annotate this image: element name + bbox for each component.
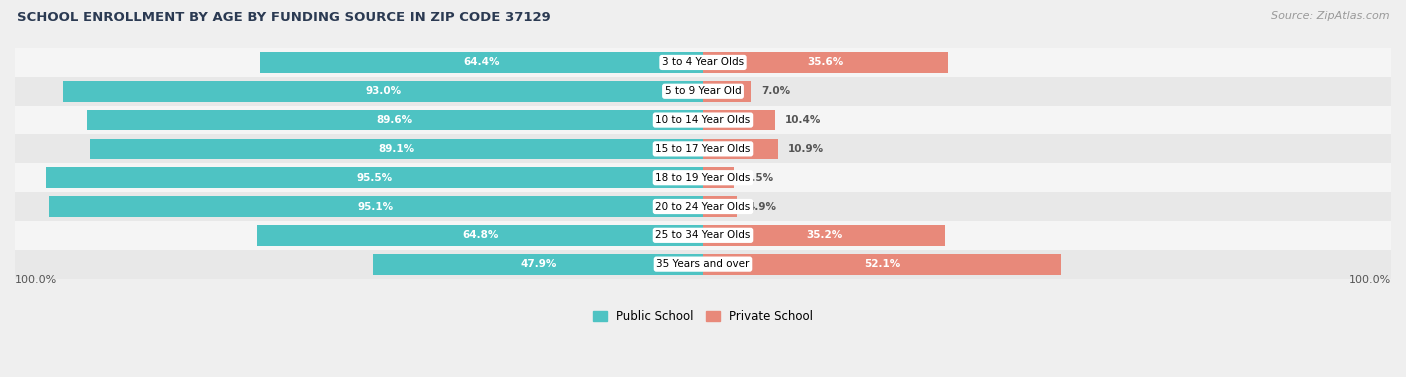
Text: 20 to 24 Year Olds: 20 to 24 Year Olds <box>655 202 751 211</box>
Text: 10 to 14 Year Olds: 10 to 14 Year Olds <box>655 115 751 125</box>
Text: 15 to 17 Year Olds: 15 to 17 Year Olds <box>655 144 751 154</box>
Text: 10.4%: 10.4% <box>785 115 821 125</box>
Text: Source: ZipAtlas.com: Source: ZipAtlas.com <box>1271 11 1389 21</box>
Bar <box>15 163 1391 192</box>
Bar <box>46 167 703 188</box>
Bar <box>15 48 1391 77</box>
Text: 25 to 34 Year Olds: 25 to 34 Year Olds <box>655 230 751 240</box>
Text: SCHOOL ENROLLMENT BY AGE BY FUNDING SOURCE IN ZIP CODE 37129: SCHOOL ENROLLMENT BY AGE BY FUNDING SOUR… <box>17 11 551 24</box>
Bar <box>257 225 703 246</box>
Text: 35.2%: 35.2% <box>806 230 842 240</box>
Text: 5 to 9 Year Old: 5 to 9 Year Old <box>665 86 741 96</box>
Bar <box>15 221 1391 250</box>
Text: 47.9%: 47.9% <box>520 259 557 269</box>
Text: 3 to 4 Year Olds: 3 to 4 Year Olds <box>662 57 744 67</box>
Bar <box>15 250 1391 279</box>
Bar <box>703 138 778 159</box>
Text: 89.6%: 89.6% <box>377 115 413 125</box>
Bar <box>703 81 751 102</box>
Text: 10.9%: 10.9% <box>789 144 824 154</box>
Text: 95.1%: 95.1% <box>357 202 394 211</box>
Bar <box>703 167 734 188</box>
Text: 4.9%: 4.9% <box>747 202 776 211</box>
Bar <box>703 110 775 130</box>
Text: 7.0%: 7.0% <box>762 86 790 96</box>
Bar <box>90 138 703 159</box>
Bar <box>703 225 945 246</box>
Text: 52.1%: 52.1% <box>865 259 900 269</box>
Text: 100.0%: 100.0% <box>15 275 58 285</box>
Text: 64.8%: 64.8% <box>463 230 498 240</box>
Text: 35.6%: 35.6% <box>807 57 844 67</box>
Bar <box>703 52 948 73</box>
Text: 93.0%: 93.0% <box>366 86 401 96</box>
Bar <box>703 254 1062 274</box>
Bar <box>703 196 737 217</box>
Bar <box>15 106 1391 135</box>
Legend: Public School, Private School: Public School, Private School <box>588 305 818 328</box>
Text: 18 to 19 Year Olds: 18 to 19 Year Olds <box>655 173 751 183</box>
Bar <box>260 52 703 73</box>
Bar <box>49 196 703 217</box>
Text: 95.5%: 95.5% <box>356 173 392 183</box>
Text: 4.5%: 4.5% <box>744 173 773 183</box>
Text: 89.1%: 89.1% <box>378 144 415 154</box>
Text: 64.4%: 64.4% <box>463 57 499 67</box>
Text: 100.0%: 100.0% <box>1348 275 1391 285</box>
Bar <box>15 77 1391 106</box>
Text: 35 Years and over: 35 Years and over <box>657 259 749 269</box>
Bar <box>63 81 703 102</box>
Bar <box>15 135 1391 163</box>
Bar <box>87 110 703 130</box>
Bar <box>374 254 703 274</box>
Bar <box>15 192 1391 221</box>
